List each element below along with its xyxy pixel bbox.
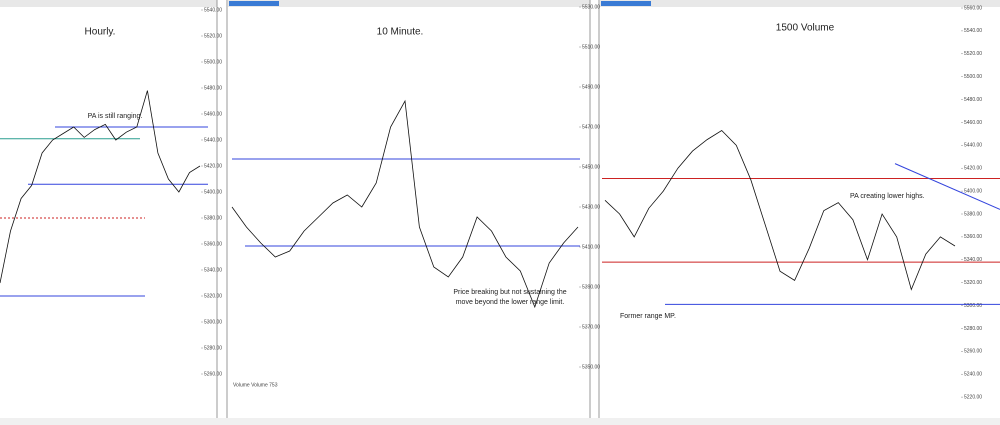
panel-title: Hourly. bbox=[85, 27, 116, 38]
toolbar bbox=[0, 0, 217, 7]
y-tick-label: 5510.00 bbox=[582, 44, 600, 50]
price-line bbox=[231, 99, 579, 309]
y-tick-label: 5320.00 bbox=[204, 293, 222, 299]
y-tick-label: 5500.00 bbox=[204, 59, 222, 65]
y-tick-label: 5340.00 bbox=[964, 257, 982, 263]
price-line bbox=[604, 129, 956, 291]
y-tick-label: 5420.00 bbox=[964, 166, 982, 172]
y-tick-label: 5490.00 bbox=[582, 84, 600, 90]
y-tick-label: 5240.00 bbox=[964, 372, 982, 378]
y-tick-label: 5380.00 bbox=[204, 215, 222, 221]
y-tick-label: 5540.00 bbox=[964, 28, 982, 34]
y-tick-label: 5280.00 bbox=[964, 326, 982, 332]
y-tick-label: 5260.00 bbox=[204, 371, 222, 377]
y-tick-label: 5400.00 bbox=[204, 189, 222, 195]
volume-label: Volume Volume 753 bbox=[233, 382, 278, 388]
annotation: PA creating lower highs. bbox=[850, 193, 925, 200]
y-tick-label: 5520.00 bbox=[204, 33, 222, 39]
y-tick-label: 5470.00 bbox=[582, 124, 600, 130]
y-tick-label: 5530.00 bbox=[582, 4, 600, 10]
y-tick-label: 5360.00 bbox=[964, 234, 982, 240]
toolbar-tab bbox=[229, 1, 279, 6]
y-tick-label: 5450.00 bbox=[582, 164, 600, 170]
y-tick-label: 5380.00 bbox=[964, 211, 982, 217]
y-tick-label: 5220.00 bbox=[964, 394, 982, 400]
y-tick-label: 5500.00 bbox=[964, 74, 982, 80]
trend-line bbox=[894, 163, 1000, 210]
y-tick-label: 5280.00 bbox=[204, 345, 222, 351]
annotation: PA is still ranging. bbox=[88, 113, 143, 120]
panel-title: 1500 Volume bbox=[776, 23, 835, 34]
y-tick-label: 5360.00 bbox=[204, 241, 222, 247]
y-tick-label: 5440.00 bbox=[964, 143, 982, 149]
y-tick-label: 5460.00 bbox=[204, 111, 222, 117]
toolbar bbox=[600, 0, 1000, 7]
y-tick-label: 5410.00 bbox=[582, 244, 600, 250]
y-tick-label: 5300.00 bbox=[964, 303, 982, 309]
y-tick-label: 5370.00 bbox=[582, 324, 600, 330]
y-tick-label: 5440.00 bbox=[204, 137, 222, 143]
annotation: move beyond the lower range limit. bbox=[456, 299, 565, 306]
y-tick-label: 5260.00 bbox=[964, 349, 982, 355]
price-line bbox=[0, 90, 201, 284]
toolbar-tab bbox=[601, 1, 651, 6]
y-tick-label: 5420.00 bbox=[204, 163, 222, 169]
y-tick-label: 5340.00 bbox=[204, 267, 222, 273]
y-tick-label: 5400.00 bbox=[964, 188, 982, 194]
y-tick-label: 5390.00 bbox=[582, 284, 600, 290]
y-tick-label: 5300.00 bbox=[204, 319, 222, 325]
y-tick-label: 5520.00 bbox=[964, 51, 982, 57]
y-tick-label: 5540.00 bbox=[204, 7, 222, 13]
annotation: Former range MP. bbox=[620, 313, 676, 320]
y-tick-label: 5460.00 bbox=[964, 120, 982, 126]
annotation: Price breaking but not sustaining the bbox=[453, 289, 566, 296]
y-tick-label: 5480.00 bbox=[964, 97, 982, 103]
y-tick-label: 5480.00 bbox=[204, 85, 222, 91]
toolbar bbox=[228, 0, 590, 7]
y-tick-label: 5560.00 bbox=[964, 5, 982, 11]
y-tick-label: 5320.00 bbox=[964, 280, 982, 286]
y-tick-label: 5430.00 bbox=[582, 204, 600, 210]
time-axis bbox=[0, 418, 1000, 425]
y-tick-label: 5350.00 bbox=[582, 364, 600, 370]
panel-title: 10 Minute. bbox=[377, 27, 424, 38]
